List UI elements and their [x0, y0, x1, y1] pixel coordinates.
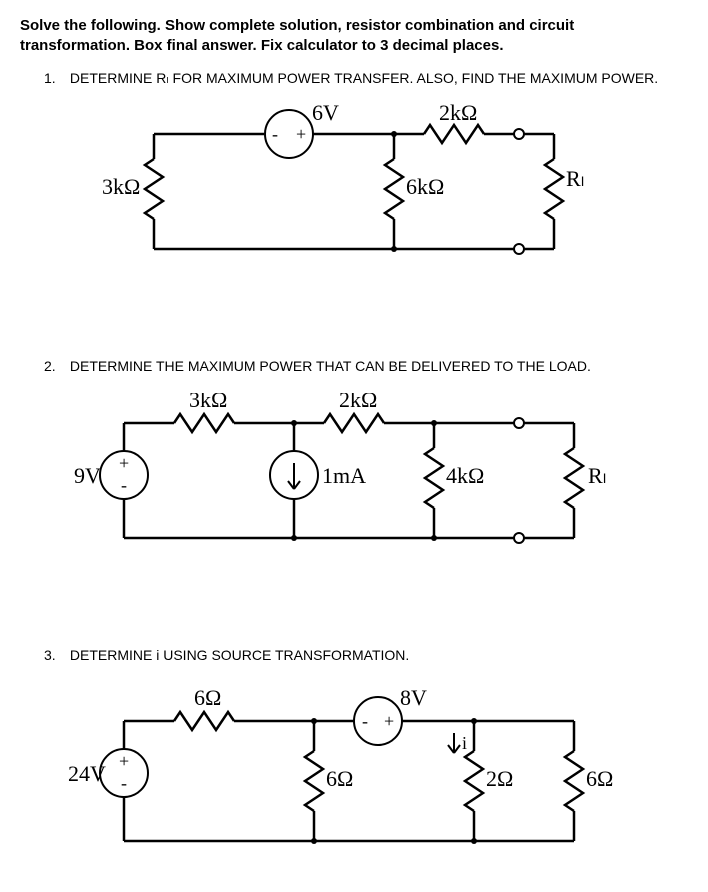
- problem-2-text: DETERMINE THE MAXIMUM POWER THAT CAN BE …: [70, 358, 591, 374]
- source-24v: 24V: [68, 761, 106, 786]
- instructions: Solve the following. Show complete solut…: [20, 16, 688, 57]
- rl-label-2: Rₗ: [588, 463, 606, 488]
- source-value-1: 6V: [312, 104, 339, 125]
- r-6-1: 6Ω: [194, 685, 221, 710]
- svg-text:+: +: [119, 453, 129, 473]
- source-1ma: 1mA: [322, 463, 366, 488]
- problem-2: 2. DETERMINE THE MAXIMUM POWER THAT CAN …: [44, 357, 688, 377]
- problem-2-num: 2.: [44, 357, 66, 377]
- svg-text:-: -: [362, 711, 368, 731]
- circuit-1: - + 6V 2kΩ Rₗ 6kΩ 3kΩ: [20, 104, 688, 309]
- problem-1: 1. DETERMINE Rₗ FOR MAXIMUM POWER TRANSF…: [44, 69, 688, 89]
- r-2k-label: 2kΩ: [439, 104, 477, 125]
- circuit-3: + - 24V 6Ω - + 8V 6Ω i 2Ω 6Ω: [20, 681, 688, 866]
- problem-3-text: DETERMINE i USING SOURCE TRANSFORMATION.: [70, 647, 409, 663]
- svg-text:-: -: [121, 773, 127, 793]
- problem-1-text: DETERMINE Rₗ FOR MAXIMUM POWER TRANSFER.…: [70, 70, 658, 86]
- r-3k-label-2: 3kΩ: [189, 393, 227, 412]
- svg-text:-: -: [121, 475, 127, 495]
- rl-label-1: Rₗ: [566, 166, 584, 191]
- r-2: 2Ω: [486, 766, 513, 791]
- circuit-2: + - 9V 3kΩ 2kΩ 1mA 4kΩ Rₗ: [20, 393, 688, 598]
- r-6-3: 6Ω: [586, 766, 613, 791]
- r-2k-label-2: 2kΩ: [339, 393, 377, 412]
- current-i: i: [462, 733, 467, 753]
- svg-text:+: +: [384, 711, 394, 731]
- r-6-2: 6Ω: [326, 766, 353, 791]
- source-9v: 9V: [74, 463, 101, 488]
- r-6k-label: 6kΩ: [406, 174, 444, 199]
- r-3k-label: 3kΩ: [102, 174, 140, 199]
- problem-3: 3. DETERMINE i USING SOURCE TRANSFORMATI…: [44, 646, 688, 666]
- problem-1-num: 1.: [44, 69, 66, 89]
- svg-text:+: +: [119, 751, 129, 771]
- source-polarity-pos: +: [296, 124, 306, 144]
- r-4k-label: 4kΩ: [446, 463, 484, 488]
- source-polarity-neg: -: [272, 124, 278, 144]
- source-8v: 8V: [400, 685, 427, 710]
- problem-3-num: 3.: [44, 646, 66, 666]
